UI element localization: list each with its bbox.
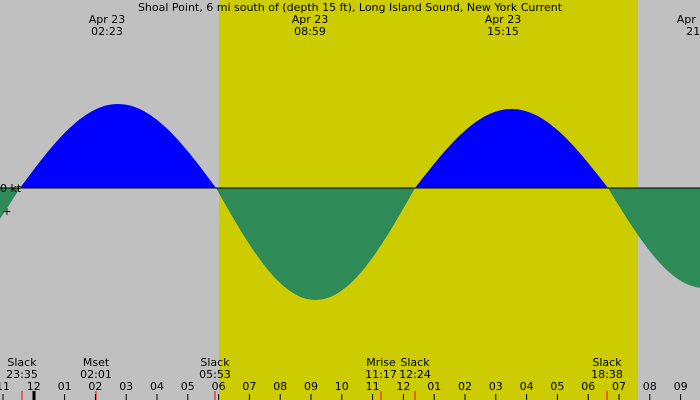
ebb-area (0, 188, 20, 219)
event-time: 05:53 (199, 368, 231, 381)
hour-label: 10 (335, 380, 349, 393)
hour-label: 12 (396, 380, 410, 393)
event-name: Mrise (366, 356, 396, 369)
flood-area (20, 104, 216, 188)
event-name: Slack (7, 356, 37, 369)
event-time: 23:35 (6, 368, 38, 381)
hour-label: 09 (304, 380, 318, 393)
hour-label: 12 (27, 380, 41, 393)
ebb-area (608, 188, 700, 288)
event-name: Slack (400, 356, 430, 369)
hour-label: 09 (674, 380, 688, 393)
hour-label: 11 (366, 380, 380, 393)
peak-time: 21: (686, 25, 700, 38)
hour-label: 07 (612, 380, 626, 393)
plus-marker: + (2, 205, 11, 218)
chart-title: Shoal Point, 6 mi south of (depth 15 ft)… (138, 1, 563, 14)
hour-label: 11 (0, 380, 10, 393)
event-name: Slack (592, 356, 622, 369)
hour-label: 08 (273, 380, 287, 393)
hour-label: 03 (489, 380, 503, 393)
flood-area (415, 109, 608, 188)
peak-date: Apr 23 (677, 13, 700, 26)
event-name: Mset (83, 356, 110, 369)
event-time: 18:38 (591, 368, 623, 381)
peak-time: 15:15 (487, 25, 519, 38)
hour-label: 08 (643, 380, 657, 393)
event-name: Slack (200, 356, 230, 369)
hour-label: 03 (119, 380, 133, 393)
hour-label: 07 (242, 380, 256, 393)
peak-date: Apr 23 (485, 13, 522, 26)
hour-label: 02 (88, 380, 102, 393)
hour-label: 01 (427, 380, 441, 393)
peak-time: 02:23 (91, 25, 123, 38)
hour-label: 01 (58, 380, 72, 393)
hour-label: 06 (581, 380, 595, 393)
event-time: 11:17 (365, 368, 397, 381)
zero-label: 0 kt (0, 182, 22, 195)
peak-date: Apr 23 (292, 13, 329, 26)
event-time: 12:24 (399, 368, 431, 381)
hour-label: 05 (550, 380, 564, 393)
hour-label: 05 (181, 380, 195, 393)
hour-label: 04 (150, 380, 164, 393)
hour-label: 06 (212, 380, 226, 393)
peak-date: Apr 23 (89, 13, 126, 26)
peak-time: 08:59 (294, 25, 326, 38)
ebb-area (216, 188, 415, 300)
event-time: 02:01 (80, 368, 112, 381)
hour-label: 04 (520, 380, 534, 393)
hour-label: 02 (458, 380, 472, 393)
